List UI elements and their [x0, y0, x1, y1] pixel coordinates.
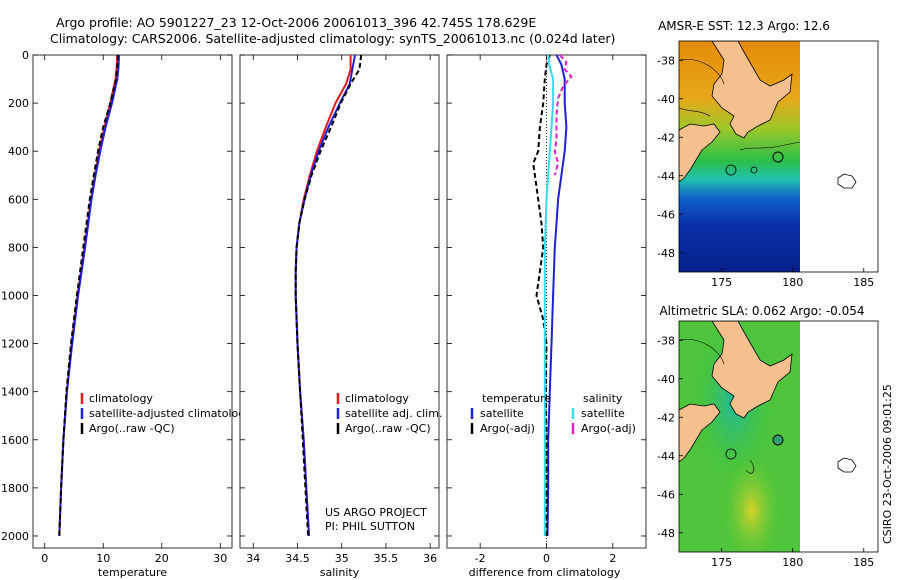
credit-pi: PI: PHIL SUTTON [325, 520, 415, 533]
depth-tick-label: 0 [22, 49, 29, 62]
credit-project: US ARGO PROJECT [325, 506, 427, 519]
sst-map-ytick-label: -48 [657, 247, 675, 260]
sst-eddy-1 [725, 164, 737, 176]
sst-map-ytick-label: -42 [657, 131, 675, 144]
depth-tick-label: 1600 [1, 434, 29, 447]
sla-map-xtick-label: 180 [782, 556, 803, 569]
sst-map-ytick-label: -40 [657, 93, 675, 106]
temperature-legend-label: Argo(..raw -QC) [89, 422, 175, 435]
sst-map-ytick-label: -44 [657, 170, 675, 183]
temperature-legend-label: satellite-adjusted climatology [89, 407, 252, 420]
difference-series-salinity-satellite [543, 54, 555, 536]
sst-map-xtick-label: 180 [782, 276, 803, 289]
depth-tick-label: 1400 [1, 386, 29, 399]
sst-north-island [711, 41, 793, 139]
sst-float-marker [772, 151, 784, 163]
depth-tick-label: 1200 [1, 338, 29, 351]
salinity-axes-frame [239, 54, 440, 549]
temperature-panel: 0 10 20 30 temperature 0 200 400 600 800 1000 1200 1… [1, 49, 252, 579]
sst-eddy-2 [750, 166, 758, 174]
temperature-xtick-label: 10 [96, 552, 110, 565]
sla-map-xtick-label: 175 [711, 556, 732, 569]
salinity-xlabel: salinity [320, 566, 360, 579]
sst-map-ytick-label: -46 [657, 208, 675, 221]
sst-map-xtick-label: 175 [711, 276, 732, 289]
diff-legend-label: Argo(-adj) [581, 422, 636, 435]
salinity-xtick-label: 34.5 [285, 552, 310, 565]
salinity-series-argo-raw-qc- [294, 54, 363, 537]
diff-legend-title-salinity: salinity [583, 392, 623, 405]
figure-title-line1: Argo profile: AO 5901227_23 12-Oct-2006 … [56, 15, 537, 30]
sla-map-ytick-label: -42 [657, 411, 675, 424]
salinity-panel: 34 34.5 35 35.5 36 salinity climatology satelli… [239, 54, 442, 579]
sla-south-island [679, 403, 721, 463]
diff-legend-label: satellite [581, 407, 625, 420]
sla-map-title: Altimetric SLA: 0.062 Argo: -0.054 [659, 304, 864, 318]
sla-map-ytick-label: -46 [657, 488, 675, 501]
sla-map-ytick-label: -38 [657, 334, 675, 347]
diff-legend-title-temperature: temperature [482, 392, 551, 405]
sla-map-ytick-label: -48 [657, 527, 675, 540]
sst-map-ticks: 175 180 185 -38 -40 -42 -44 -46 -48 [657, 54, 874, 289]
salinity-xtick-label: 34 [246, 552, 260, 565]
credit-stamp: CSIRO 23-Oct-2006 09:01:25 [881, 384, 894, 544]
temperature-series-satellite-adjusted-climatology [58, 54, 120, 537]
figure-title-line2: Climatology: CARS2006. Satellite-adjuste… [50, 31, 616, 46]
depth-tick-label: 1800 [1, 482, 29, 495]
diff-legend-label: Argo(-adj) [480, 422, 535, 435]
temperature-series-argo-raw-qc- [58, 54, 119, 537]
depth-tick-label: 400 [8, 145, 29, 158]
sst-south-island [679, 123, 721, 183]
sst-map-frame [678, 40, 879, 273]
salinity-xtick-label: 36 [423, 552, 437, 565]
sst-map-panel: AMSR-E SST: 12.3 Argo: 12.6 175 180 185 -38… [657, 19, 879, 289]
depth-tick-label: 200 [8, 97, 29, 110]
temperature-axes-frame [32, 54, 233, 549]
sla-eddy-1 [725, 448, 737, 460]
depth-tick-label: 600 [8, 193, 29, 206]
depth-tick-label: 2000 [1, 530, 29, 543]
sla-map-ytick-label: -40 [657, 373, 675, 386]
salinity-legend-label: satellite adj. clim. [345, 407, 442, 420]
temperature-xtick-label: 0 [41, 552, 48, 565]
profile-panels: 0 10 20 30temperature0200400600800100012001… [1, 49, 647, 579]
difference-xtick-label: 2 [609, 552, 616, 565]
sla-chatham-island [837, 457, 857, 473]
difference-xtick-label: 0 [543, 552, 550, 565]
sst-map-title: AMSR-E SST: 12.3 Argo: 12.6 [658, 19, 830, 33]
sla-contour [679, 339, 755, 474]
difference-xtick-label: -2 [475, 552, 486, 565]
temperature-xtick-label: 20 [155, 552, 169, 565]
temperature-xlabel: temperature [98, 566, 167, 579]
salinity-legend-label: climatology [345, 392, 409, 405]
difference-xlabel: difference from climatology [469, 566, 621, 579]
difference-series-temperature-argo-adj- [532, 54, 551, 536]
sla-north-island [711, 321, 793, 419]
sla-map-panel: Altimetric SLA: 0.062 Argo: -0.054 175 18… [657, 304, 879, 569]
sla-float-marker [772, 434, 784, 446]
sla-map-ticks: 175 180 185 -38 -40 -42 -44 -46 -48 [657, 334, 874, 569]
sla-map-xtick-label: 185 [853, 556, 874, 569]
sst-map-xtick-label: 185 [853, 276, 874, 289]
depth-tick-label: 800 [8, 241, 29, 254]
sst-map-ytick-label: -38 [657, 54, 675, 67]
temperature-legend-label: climatology [89, 392, 153, 405]
salinity-legend-label: Argo(..raw -QC) [345, 422, 431, 435]
sla-map-frame [678, 320, 879, 553]
difference-series-salinity-argo-adj- [553, 54, 573, 176]
salinity-xtick-label: 35.5 [374, 552, 399, 565]
salinity-xtick-label: 35 [335, 552, 349, 565]
depth-tick-label: 1000 [1, 289, 29, 302]
sla-map-ytick-label: -44 [657, 450, 675, 463]
diff-legend-label: satellite [480, 407, 524, 420]
sst-contour [679, 59, 800, 151]
sst-chatham-island [837, 173, 857, 189]
difference-series-temperature-satellite [546, 54, 568, 537]
temperature-xtick-label: 30 [213, 552, 227, 565]
